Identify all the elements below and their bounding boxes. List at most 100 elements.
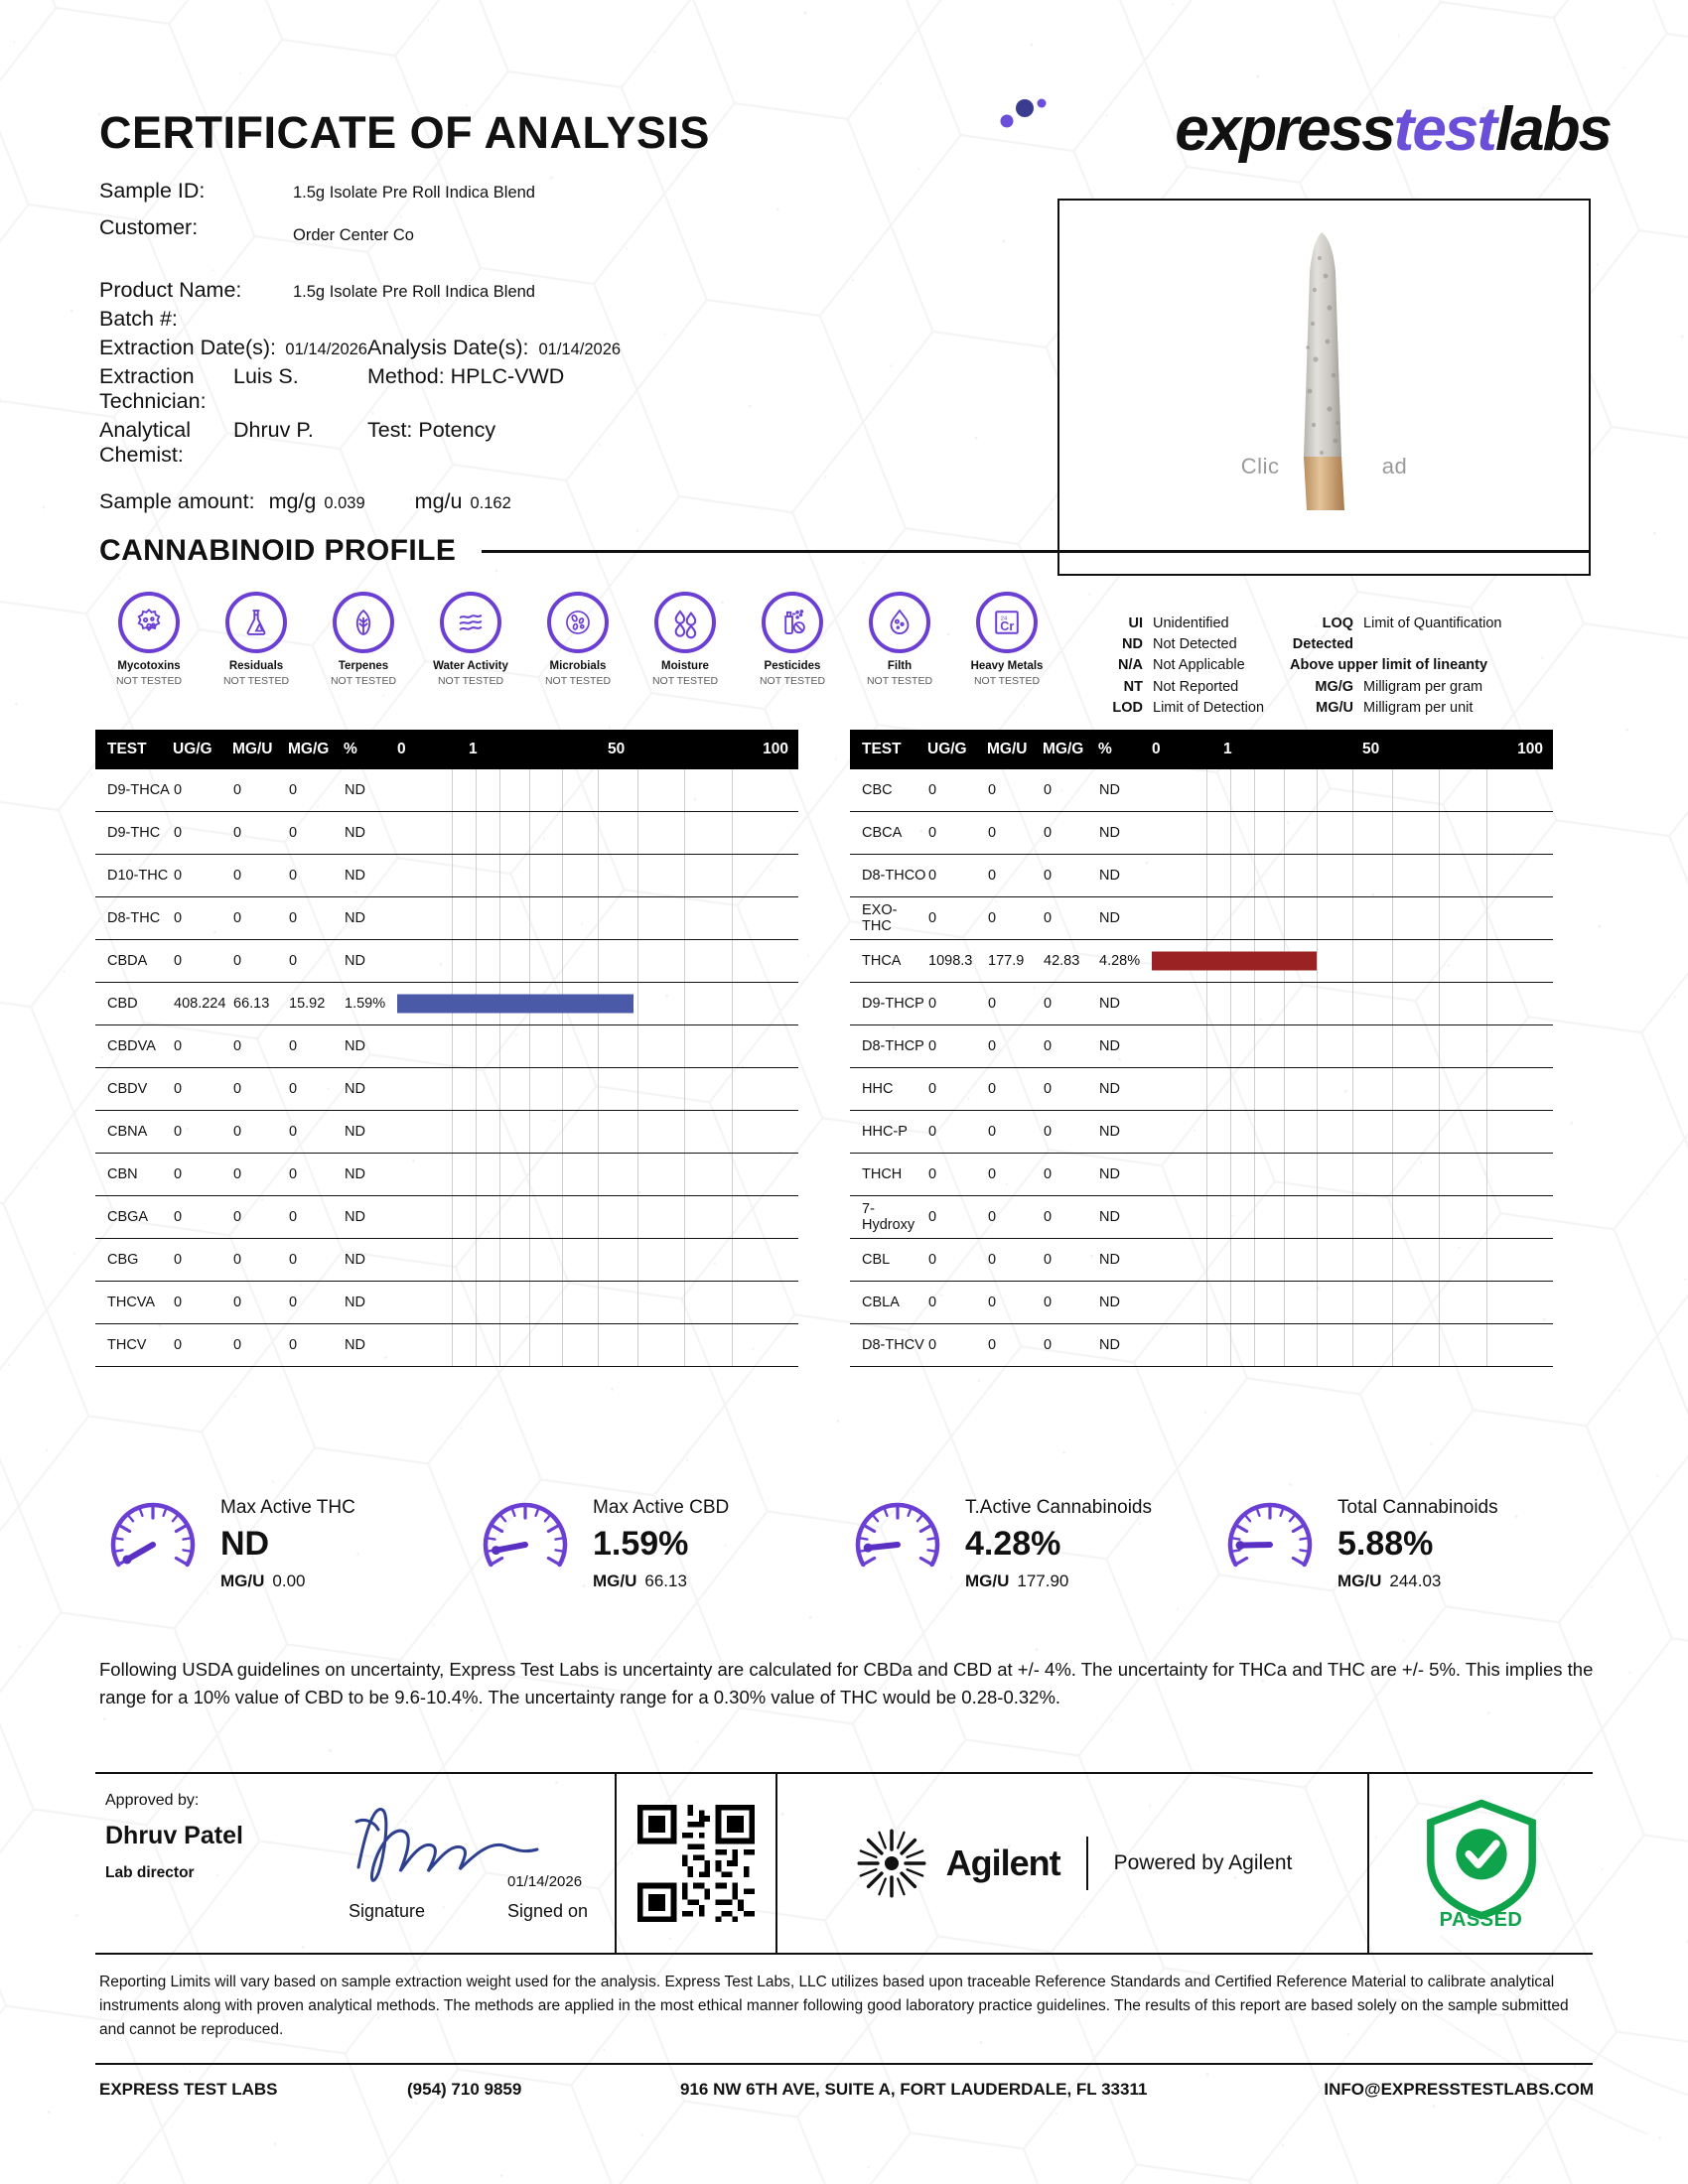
test-panel-status: NOT TESTED bbox=[973, 675, 1041, 687]
legend-desc: Detected bbox=[1292, 636, 1354, 653]
row-mgg: 0 bbox=[1043, 769, 1098, 812]
row-mgg: 0 bbox=[1043, 1281, 1098, 1324]
col-ugg: UG/G bbox=[927, 730, 987, 769]
table-row: D8-THC 0 0 0 ND bbox=[95, 896, 798, 940]
footer-email[interactable]: INFO@EXPRESSTESTLABS.COM bbox=[1324, 2080, 1594, 2099]
row-bar-cell bbox=[1152, 1323, 1553, 1367]
row-mgu: 0 bbox=[987, 1153, 1043, 1196]
row-pct: 1.59% bbox=[344, 982, 397, 1025]
table-row: D8-THCP 0 0 0 ND bbox=[850, 1024, 1553, 1068]
row-mgg: 0 bbox=[1043, 1153, 1098, 1196]
row-mgu: 0 bbox=[987, 896, 1043, 940]
test-panel-status: NOT TESTED bbox=[222, 675, 290, 687]
row-test-name: D9-THC bbox=[95, 811, 173, 855]
row-ugg: 0 bbox=[927, 1195, 987, 1239]
row-bar-cell bbox=[1152, 1281, 1553, 1324]
row-bar-cell bbox=[397, 769, 798, 812]
qr-code[interactable] bbox=[617, 1774, 777, 1953]
signed-date: 01/14/2026 bbox=[507, 1873, 583, 1890]
row-bar-cell bbox=[397, 1024, 798, 1068]
legend-desc: Limit of Detection bbox=[1153, 699, 1265, 716]
row-mgu: 0 bbox=[987, 1067, 1043, 1111]
row-mgu: 0 bbox=[232, 896, 288, 940]
legend-row: UI Unidentified bbox=[1107, 615, 1264, 632]
row-bar-cell bbox=[1152, 769, 1553, 812]
row-mgg: 0 bbox=[288, 1067, 344, 1111]
row-bar-cell bbox=[397, 1153, 798, 1196]
row-bar-cell bbox=[1152, 982, 1553, 1025]
analytical-chemist-label: Analytical Chemist: bbox=[99, 418, 192, 467]
row-test-name: CBDVA bbox=[95, 1024, 173, 1068]
row-pct: ND bbox=[1098, 1238, 1152, 1282]
test-panel-icons: Mycotoxins NOT TESTED Residuals NOT TESTED T… bbox=[95, 592, 1060, 687]
row-pct: ND bbox=[1098, 1195, 1152, 1239]
row-ugg: 0 bbox=[927, 1110, 987, 1154]
row-pct: ND bbox=[344, 769, 397, 812]
legend-desc: Unidentified bbox=[1153, 615, 1229, 631]
approval-signature-block: Approved by: Dhruv Patel Lab director Si… bbox=[95, 1774, 617, 1953]
table-row: CBDV 0 0 0 ND bbox=[95, 1067, 798, 1111]
row-mgg: 0 bbox=[1043, 1067, 1098, 1111]
row-pct: ND bbox=[344, 1024, 397, 1068]
row-bar-cell bbox=[1152, 1110, 1553, 1154]
scale-tick-100: 100 bbox=[757, 730, 798, 769]
analytical-chemist-value: Dhruv P. bbox=[233, 418, 314, 442]
row-test-name: THCA bbox=[850, 939, 927, 983]
row-mgu: 0 bbox=[987, 1024, 1043, 1068]
row-pct: ND bbox=[1098, 1024, 1152, 1068]
row-test-name: CBG bbox=[95, 1238, 173, 1282]
row-ugg: 0 bbox=[173, 1110, 232, 1154]
row-mgu: 0 bbox=[232, 811, 288, 855]
test-panel-label: Water Activity bbox=[433, 660, 508, 672]
product-name-label: Product Name: bbox=[99, 278, 242, 302]
row-ugg: 0 bbox=[173, 896, 232, 940]
row-mgu: 0 bbox=[232, 1153, 288, 1196]
gauge-unit: MG/U 0.00 bbox=[220, 1571, 306, 1590]
photo-hint-left: Clic bbox=[1240, 454, 1280, 478]
legend-desc: Not Detected bbox=[1153, 636, 1237, 653]
legend-row: LOQ Limit of Quantification bbox=[1290, 615, 1502, 632]
row-ugg: 0 bbox=[173, 1281, 232, 1324]
agilent-block: Agilent Powered by Agilent bbox=[777, 1774, 1369, 1953]
gauge-label: Max Active CBD bbox=[593, 1497, 730, 1518]
legend-abbr: NT bbox=[1123, 678, 1143, 695]
col-ugg: UG/G bbox=[173, 730, 232, 769]
row-ugg: 1098.3 bbox=[927, 939, 987, 983]
legend-abbr: Detected bbox=[1290, 636, 1353, 653]
meta-row-dates: Extraction Date(s): 01/14/2026 Analysis … bbox=[99, 336, 894, 360]
terpenes-leaf-icon bbox=[333, 592, 394, 653]
row-test-name: CBL bbox=[850, 1238, 927, 1282]
row-pct: ND bbox=[344, 1238, 397, 1282]
table-row: D10-THC 0 0 0 ND bbox=[95, 854, 798, 897]
col-pct: % bbox=[344, 730, 397, 769]
row-ugg: 0 bbox=[927, 1238, 987, 1282]
test-panel-status: NOT TESTED bbox=[115, 675, 183, 687]
row-test-name: D8-THCO bbox=[850, 854, 927, 897]
row-mgg: 0 bbox=[288, 896, 344, 940]
row-mgg: 0 bbox=[288, 1024, 344, 1068]
table-row: D9-THC 0 0 0 ND bbox=[95, 811, 798, 855]
bar-gridlines bbox=[397, 1111, 798, 1153]
scale-tick-50: 50 bbox=[1362, 730, 1511, 769]
product-image-box[interactable]: Clic ad bbox=[1057, 199, 1591, 576]
bar-gridlines bbox=[1152, 1282, 1553, 1323]
row-pct: ND bbox=[344, 1153, 397, 1196]
row-test-name: HHC-P bbox=[850, 1110, 927, 1154]
logo-test: test bbox=[1393, 95, 1497, 164]
bar-gridlines bbox=[397, 855, 798, 896]
row-ugg: 0 bbox=[173, 811, 232, 855]
row-mgg: 0 bbox=[1043, 1195, 1098, 1239]
row-test-name: EXO-THC bbox=[850, 896, 927, 940]
row-mgg: 0 bbox=[1043, 811, 1098, 855]
row-bar-cell bbox=[1152, 1195, 1553, 1239]
row-pct: ND bbox=[1098, 1323, 1152, 1367]
gauge-dial-icon bbox=[855, 1502, 940, 1568]
legend-row: Detected bbox=[1290, 636, 1501, 653]
row-mgu: 0 bbox=[232, 1110, 288, 1154]
meta-row-chemist: Analytical Chemist: Dhruv P. Test: Poten… bbox=[99, 418, 894, 468]
sample-metadata: Sample ID: 1.5g Isolate Pre Roll Indica … bbox=[99, 179, 894, 514]
legend-row: NT Not Reported bbox=[1107, 679, 1264, 696]
test-panel-heavy-metals: 24 Cr Heavy Metals NOT TESTED bbox=[953, 592, 1060, 687]
legend-desc: Not Reported bbox=[1153, 678, 1239, 695]
gauge-dial bbox=[99, 1489, 207, 1593]
